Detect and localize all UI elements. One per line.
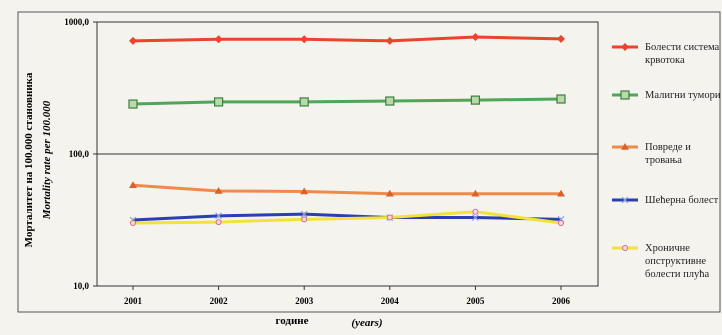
marker <box>471 214 479 221</box>
x-tick-label: 2003 <box>295 296 314 306</box>
marker <box>557 189 565 197</box>
series-line <box>132 212 562 222</box>
marker <box>556 94 566 104</box>
chart-frame <box>17 11 721 313</box>
marker <box>214 97 224 107</box>
series-line <box>132 35 562 43</box>
marker <box>620 90 630 100</box>
series-line <box>132 183 561 196</box>
marker <box>214 186 223 194</box>
x-tick-label: 2005 <box>466 296 485 306</box>
marker <box>472 208 479 215</box>
marker <box>386 214 393 221</box>
legend-label: Малигни тумори <box>645 90 721 101</box>
legend-label: Болести система крвотока <box>645 42 720 66</box>
x-tick-label: 2002 <box>210 296 229 306</box>
marker <box>558 220 564 227</box>
marker <box>130 220 136 227</box>
x-axis-label-en: (years) <box>351 317 382 329</box>
marker <box>470 95 480 105</box>
series-line <box>132 210 562 225</box>
marker <box>301 216 308 223</box>
marker <box>622 245 628 251</box>
legend-label: Шећерна болест <box>645 195 719 206</box>
marker <box>128 99 138 109</box>
x-tick-label: 2001 <box>124 296 143 306</box>
y-axis-label-en: Mortality rate per 100.000 <box>41 100 53 220</box>
marker <box>129 36 137 45</box>
marker <box>300 187 309 195</box>
x-tick-label: 2004 <box>381 296 400 306</box>
marker <box>300 35 309 44</box>
marker <box>557 34 565 43</box>
marker <box>299 97 309 107</box>
x-axis-label: године <box>275 315 308 327</box>
marker <box>471 32 480 41</box>
marker <box>300 210 308 218</box>
marker <box>215 212 223 220</box>
marker <box>214 35 223 44</box>
marker <box>471 189 480 197</box>
series-line <box>132 97 562 106</box>
marker <box>385 189 394 197</box>
legend-label: Хроничне опструктивне болести плућа <box>645 243 710 280</box>
marker <box>215 219 222 226</box>
marker <box>621 196 629 204</box>
y-tick-label: 1000,0 <box>64 17 89 27</box>
marker <box>129 181 137 189</box>
marker <box>385 36 394 45</box>
marker <box>621 143 629 150</box>
legend-label: Повреде и тровања <box>645 142 691 166</box>
y-axis-label: Морталитет на 100.000 становника <box>23 72 35 247</box>
marker <box>385 96 395 106</box>
y-tick-label: 100,0 <box>69 149 90 159</box>
marker <box>621 43 629 51</box>
y-tick-label: 10,0 <box>73 281 89 291</box>
x-tick-label: 2006 <box>552 296 571 306</box>
